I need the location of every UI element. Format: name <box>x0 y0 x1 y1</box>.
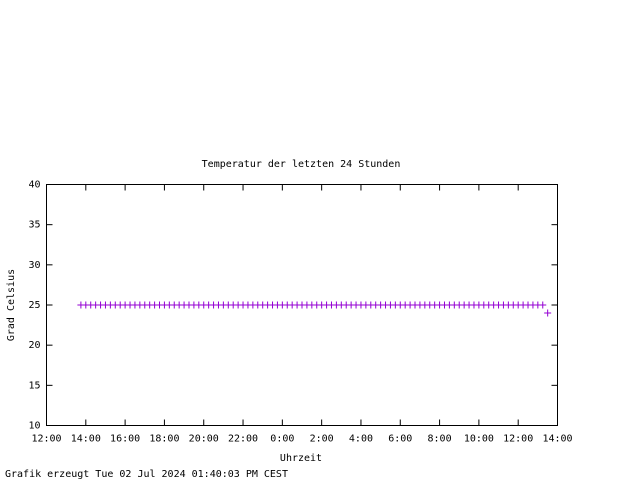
x-tick-label: 12:00 <box>31 434 61 445</box>
x-tick-label: 18:00 <box>149 434 179 445</box>
x-tick-label: 14:00 <box>542 434 572 445</box>
x-tick-label: 0:00 <box>270 434 294 445</box>
x-tick-label: 16:00 <box>110 434 140 445</box>
x-axis-label: Uhrzeit <box>280 453 322 464</box>
y-tick-label: 25 <box>28 300 40 311</box>
x-tick-label: 2:00 <box>310 434 334 445</box>
y-tick-label: 20 <box>28 340 40 351</box>
x-tick-label: 14:00 <box>71 434 101 445</box>
y-tick-label: 35 <box>28 220 40 231</box>
y-axis-label: Grad Celsius <box>6 269 17 341</box>
x-tick-label: 22:00 <box>228 434 258 445</box>
x-tick-label: 12:00 <box>503 434 533 445</box>
x-tick-label: 10:00 <box>464 434 494 445</box>
x-tick-label: 8:00 <box>428 434 452 445</box>
chart-title: Temperatur der letzten 24 Stunden <box>202 159 401 170</box>
footer: Grafik erzeugt Tue 02 Jul 2024 01:40:03 … <box>5 469 288 480</box>
x-tick-label: 20:00 <box>189 434 219 445</box>
y-tick-label: 10 <box>28 421 40 432</box>
y-tick-label: 40 <box>28 180 40 191</box>
x-tick-label: 4:00 <box>349 434 373 445</box>
y-tick-label: 30 <box>28 260 40 271</box>
x-tick-label: 6:00 <box>388 434 412 445</box>
point <box>539 301 547 309</box>
point <box>544 309 552 317</box>
y-tick-label: 15 <box>28 380 40 391</box>
